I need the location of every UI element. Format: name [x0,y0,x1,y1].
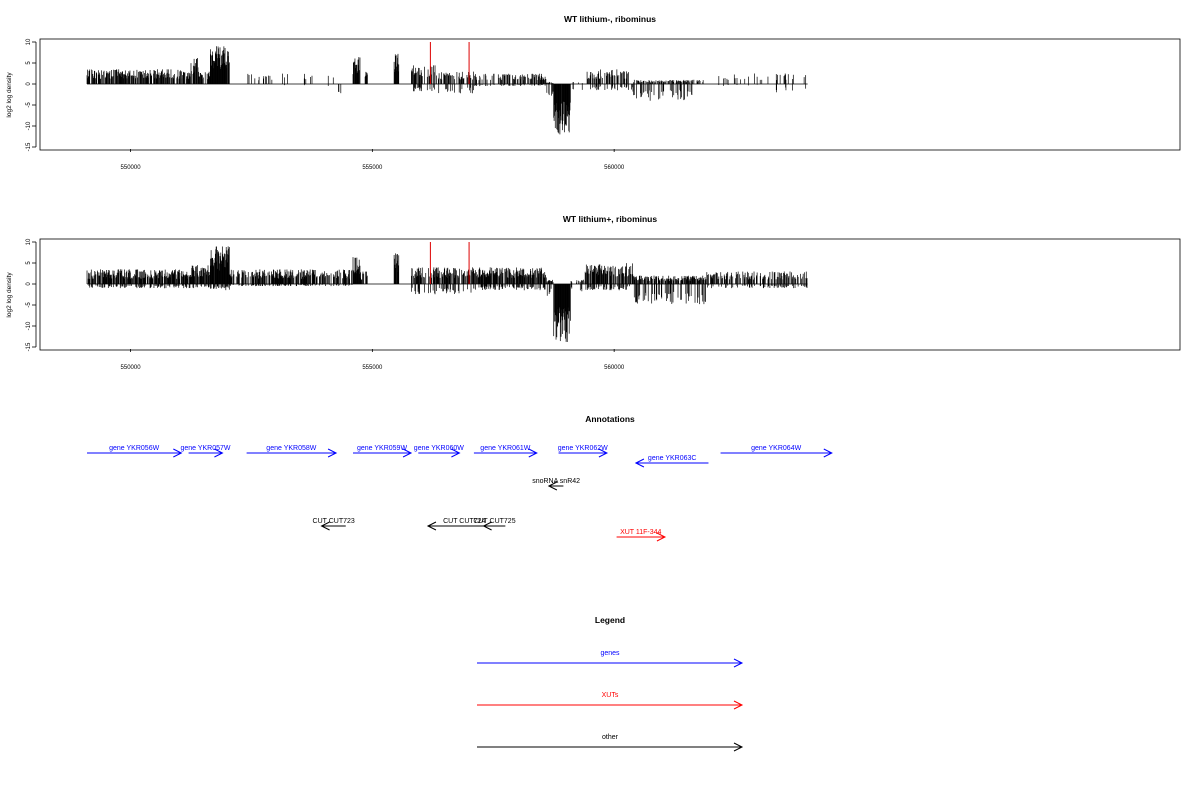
density-bars [86,246,808,342]
legend-label: genes [600,650,620,657]
y-tick-label: -10 [26,121,32,130]
legend-arrow-head [733,700,744,710]
legend-label: other [602,734,619,741]
feature-arrow-head [528,448,538,458]
y-tick-label: -10 [26,321,32,330]
feature-arrow-head [634,458,645,468]
feature-snorna-snr42: snoRNA snR42 [532,478,580,491]
x-tick-label: 560000 [604,365,625,371]
feature-gene-ykr061w: gene YKR061W [473,445,538,458]
y-tick-label: 10 [26,238,32,245]
y-axis-label: log2 log density [6,272,13,318]
feature-label: CUT CUT724 [443,518,485,525]
legend-title: Legend [595,615,625,625]
feature-arrow-head [402,448,413,458]
feature-arrow-head [823,448,833,458]
legend-item-xuts: XUTs [477,692,744,710]
x-tick-label: 560000 [604,165,625,171]
feature-gene-ykr059w: gene YKR059W [353,445,413,458]
annotations-title: Annotations [585,414,635,424]
feature-label: snoRNA snR42 [532,478,580,485]
panel-title: WT lithium-, ribominus [564,14,656,24]
feature-label: gene YKR059W [357,445,407,452]
y-tick-label: -15 [26,142,32,151]
feature-gene-ykr056w: gene YKR056W [87,445,183,458]
feature-label: gene YKR057W [180,445,230,452]
x-tick-label: 550000 [121,165,142,171]
feature-label: gene YKR058W [266,445,316,452]
y-axis-label: log2 log density [6,72,13,118]
plot-frame [39,38,1181,151]
legend-arrow-head [733,658,744,668]
feature-cut-cut723: CUT CUT723 [313,518,355,531]
feature-arrow-head [173,448,183,458]
feature-label: CUT CUT725 [473,518,515,525]
feature-gene-ykr064w: gene YKR064W [720,445,833,458]
annotations-track: Annotations gene YKR056W gene YKR057W gene… [87,414,833,542]
coverage-panel-lithium-minus: WT lithium-, ribominus log2 log density … [6,14,1181,171]
y-tick-label: 5 [26,61,32,65]
feature-arrow-head [426,521,437,531]
feature-gene-ykr060w: gene YKR060W [414,445,464,458]
y-tick-label: 0 [26,82,32,86]
feature-cut-cut725: CUT CUT725 [473,518,516,531]
feature-label: CUT CUT723 [313,518,355,525]
legend: Legend genes XUTs other [477,615,744,752]
feature-arrow-head [656,532,667,542]
x-tick-label: 555000 [362,365,383,371]
feature-gene-ykr058w: gene YKR058W [246,445,338,458]
feature-arrow-head [451,448,461,458]
x-tick-label: 555000 [362,165,383,171]
feature-label: gene YKR060W [414,445,464,452]
plot-frame [39,238,1181,351]
feature-gene-ykr057w: gene YKR057W [180,445,231,458]
feature-arrow-head [598,448,609,458]
feature-label: XUT 11F-344 [620,529,661,536]
feature-arrow-head [482,521,492,531]
feature-gene-ykr062w: gene YKR062W [558,445,609,458]
feature-gene-ykr063c: gene YKR063C [634,455,709,468]
feature-label: gene YKR064W [751,445,801,452]
y-tick-label: 5 [26,261,32,265]
y-tick-label: -5 [26,102,32,108]
legend-arrow-head [733,742,744,752]
feature-arrow-head [327,448,338,458]
feature-arrow-head [547,481,558,491]
feature-label: gene YKR063C [648,455,697,462]
density-bars [86,46,807,135]
legend-label: XUTs [602,692,619,699]
feature-label: gene YKR056W [109,445,159,452]
feature-arrow-head [214,448,224,458]
panel-title: WT lithium+, ribominus [563,214,657,224]
y-tick-label: 10 [26,38,32,45]
y-tick-label: -5 [26,302,32,308]
y-tick-label: 0 [26,282,32,286]
feature-label: gene YKR061W [480,445,530,452]
coverage-panel-lithium-plus: WT lithium+, ribominus log2 log density … [6,214,1181,371]
feature-xut-11f-344: XUT 11F-344 [616,529,667,542]
feature-label: gene YKR062W [558,445,608,452]
feature-arrow-head [320,521,330,531]
legend-item-other: other [477,734,744,752]
y-tick-label: -15 [26,342,32,351]
x-tick-label: 550000 [121,365,142,371]
legend-item-genes: genes [477,650,744,668]
